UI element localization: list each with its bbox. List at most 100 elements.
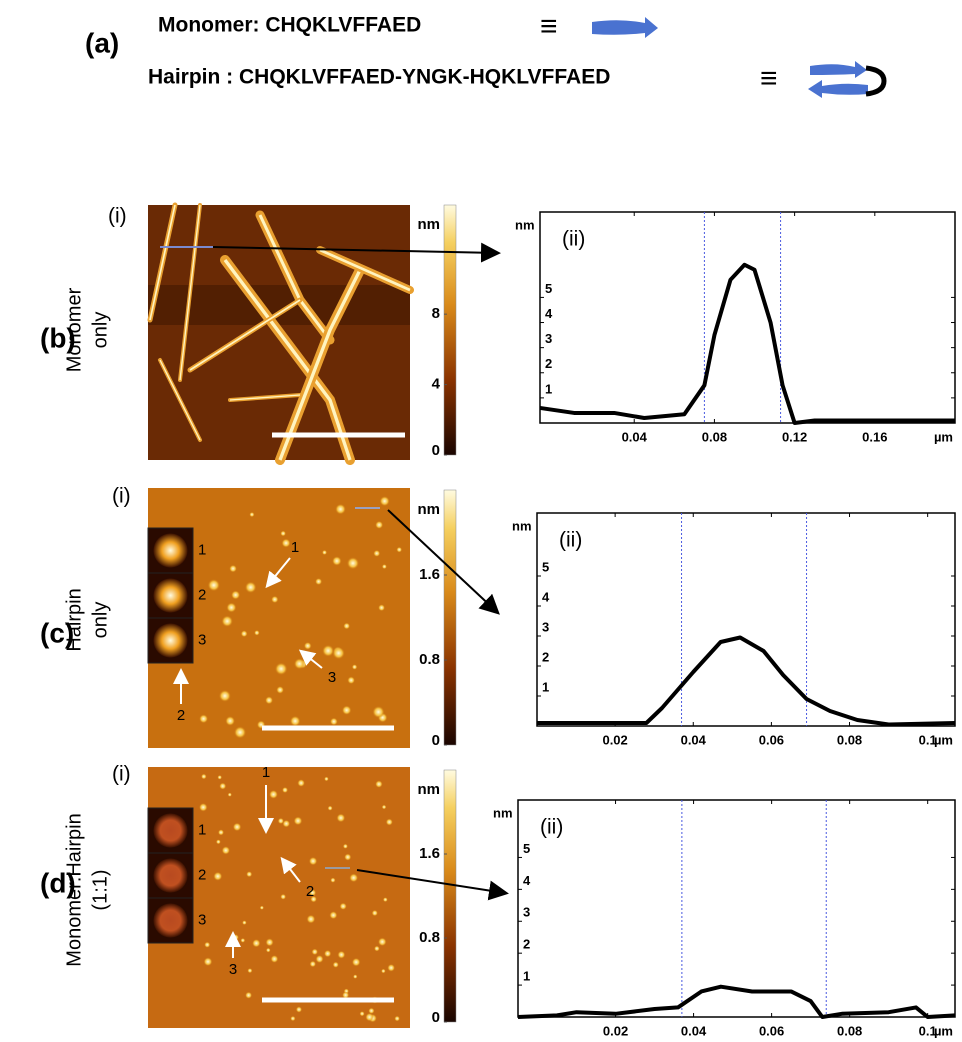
particle — [289, 715, 301, 727]
particle — [332, 556, 342, 566]
inset-number: 1 — [198, 541, 206, 558]
fiber-core — [229, 394, 301, 401]
y-unit: nm — [515, 217, 535, 232]
y-tick-label: 5 — [523, 841, 530, 856]
profile-line — [539, 262, 955, 425]
particle — [295, 1006, 303, 1013]
panel-label: (b) — [40, 322, 76, 353]
strand-icon — [592, 17, 658, 38]
y-tick-label: 4 — [542, 589, 550, 604]
colorbar-tick-label: 0 — [432, 442, 440, 459]
particle — [204, 941, 211, 948]
monomer-sequence: Monomer: CHQKLVFFAED — [158, 14, 421, 37]
plot-frame — [517, 799, 956, 1018]
pointer-number: 3 — [328, 669, 336, 686]
particle — [226, 602, 237, 613]
particle — [332, 961, 339, 968]
particle — [259, 905, 264, 910]
particle — [342, 843, 348, 849]
inset-particle — [153, 623, 188, 658]
particle — [308, 889, 317, 897]
inset-particle — [153, 533, 188, 568]
y-tick-label: 5 — [542, 559, 549, 574]
profile-label: (ii) — [562, 228, 585, 251]
fiber-core — [278, 269, 362, 461]
y-tick-label: 1 — [545, 381, 552, 396]
particle — [282, 786, 289, 793]
particle — [231, 590, 241, 600]
colorbar-tick-label: 1.6 — [419, 845, 440, 862]
particle — [245, 991, 253, 999]
inset-number: 3 — [198, 631, 206, 648]
x-tick-label: 0.06 — [759, 1023, 784, 1038]
particle — [330, 877, 336, 883]
equivalence: ≡ — [540, 10, 558, 43]
pointer-number: 1 — [262, 764, 270, 781]
particle — [342, 991, 350, 999]
y-tick-label: 2 — [523, 937, 530, 952]
particle — [274, 662, 288, 676]
particle — [322, 644, 335, 657]
particle — [280, 530, 286, 537]
particle — [327, 805, 333, 811]
image-label: (i) — [108, 205, 127, 228]
particle — [375, 520, 384, 529]
particle — [387, 963, 396, 972]
x-unit: µm — [934, 429, 953, 444]
pointer-number: 1 — [291, 539, 299, 556]
particle — [207, 579, 220, 592]
sample-label: only — [89, 312, 111, 349]
y-tick-label: 2 — [545, 356, 552, 371]
particle — [396, 546, 403, 553]
particle — [247, 968, 253, 974]
x-tick-label: 0.12 — [782, 429, 807, 444]
particle — [344, 853, 352, 861]
pointer-number: 2 — [306, 883, 314, 900]
panel-label: (c) — [40, 617, 74, 648]
particle — [374, 945, 380, 952]
link-arrow — [387, 509, 500, 615]
particle — [332, 646, 345, 660]
particle — [381, 968, 386, 974]
fiber-core — [149, 204, 176, 321]
x-tick-label: 0.02 — [603, 1023, 628, 1038]
particle — [293, 816, 303, 826]
panel-label: (a) — [85, 27, 119, 58]
particle — [330, 717, 338, 726]
x-tick-label: 0.1 — [919, 732, 937, 747]
particle — [215, 839, 221, 845]
particle — [218, 689, 231, 702]
particle — [240, 630, 248, 638]
fiber-core — [189, 299, 301, 371]
particle — [394, 1015, 400, 1022]
particle — [347, 676, 355, 685]
particle — [335, 503, 346, 515]
particle — [381, 804, 387, 810]
strand-icon — [810, 61, 867, 78]
particle — [377, 937, 387, 947]
particle — [293, 658, 305, 670]
particle — [242, 920, 247, 925]
fiber-core — [223, 259, 352, 461]
particle — [359, 1011, 365, 1017]
particle — [337, 950, 346, 959]
particle — [281, 538, 291, 548]
particle — [227, 792, 232, 797]
colorbar-unit: nm — [418, 216, 441, 233]
profile-line — [517, 984, 956, 1019]
colorbar-tick-label: 1.6 — [419, 566, 440, 583]
sample-label: Monomer — [63, 287, 85, 372]
particle — [240, 938, 246, 943]
y-unit: nm — [512, 518, 532, 533]
x-tick-label: 0.04 — [622, 429, 648, 444]
particle — [280, 893, 287, 900]
pointer-number: 3 — [229, 961, 237, 978]
x-tick-label: 0.08 — [837, 1023, 862, 1038]
particle — [315, 578, 323, 586]
colorbar — [443, 204, 457, 456]
particle — [373, 549, 381, 557]
particle — [343, 622, 351, 630]
particle — [322, 549, 328, 555]
particle — [378, 604, 386, 612]
colorbar — [443, 489, 457, 746]
